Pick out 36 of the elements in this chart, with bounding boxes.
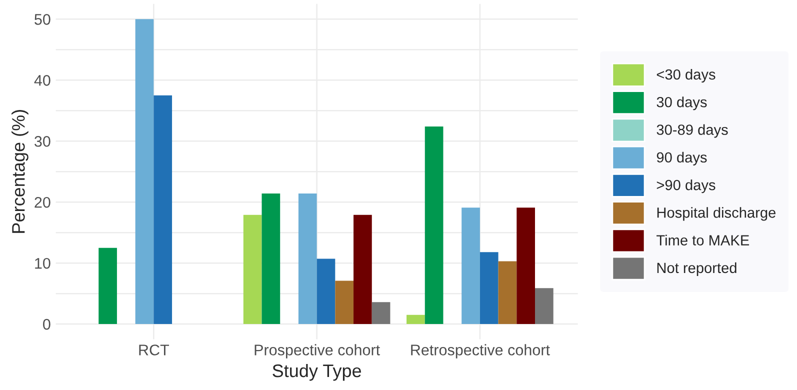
bar [316, 258, 336, 324]
legend-label: 30-89 days [656, 124, 728, 138]
legend-label: <30 days [656, 68, 716, 83]
legend-label: Hospital discharge [657, 207, 776, 221]
x-tick-label: Retrospective cohort [411, 344, 550, 358]
legend-label: 90 days [656, 152, 707, 166]
x-tick-label: Prospective cohort [254, 344, 380, 358]
bar [243, 214, 262, 324]
bar [424, 126, 444, 324]
x-axis-title: Study Type [272, 364, 362, 381]
bar [406, 314, 425, 324]
bar [335, 280, 354, 324]
legend-label: Time to MAKE [656, 234, 750, 246]
y-tick-label: 10 [35, 258, 50, 269]
legend-label: >90 days [656, 179, 716, 194]
legend-label: Not reported [657, 262, 736, 276]
y-tick-label: 40 [34, 74, 50, 86]
bar [372, 302, 390, 324]
bar [516, 208, 535, 324]
x-tick-label: RCT [139, 344, 170, 356]
y-tick-label: 50 [34, 14, 50, 25]
bar [498, 261, 517, 324]
bar [354, 214, 372, 324]
legend-label: 30 days [656, 96, 707, 110]
bar [154, 95, 172, 324]
y-axis-title: Percentage (%) [12, 110, 28, 233]
bar [480, 252, 498, 324]
bar [262, 194, 280, 324]
bar [298, 194, 317, 324]
y-tick-label: 30 [34, 136, 50, 147]
bar [535, 288, 554, 324]
bar [98, 248, 117, 324]
y-tick-label: 0 [43, 318, 50, 330]
bar [462, 208, 480, 324]
y-tick-label: 20 [34, 196, 50, 208]
bar [135, 19, 154, 324]
